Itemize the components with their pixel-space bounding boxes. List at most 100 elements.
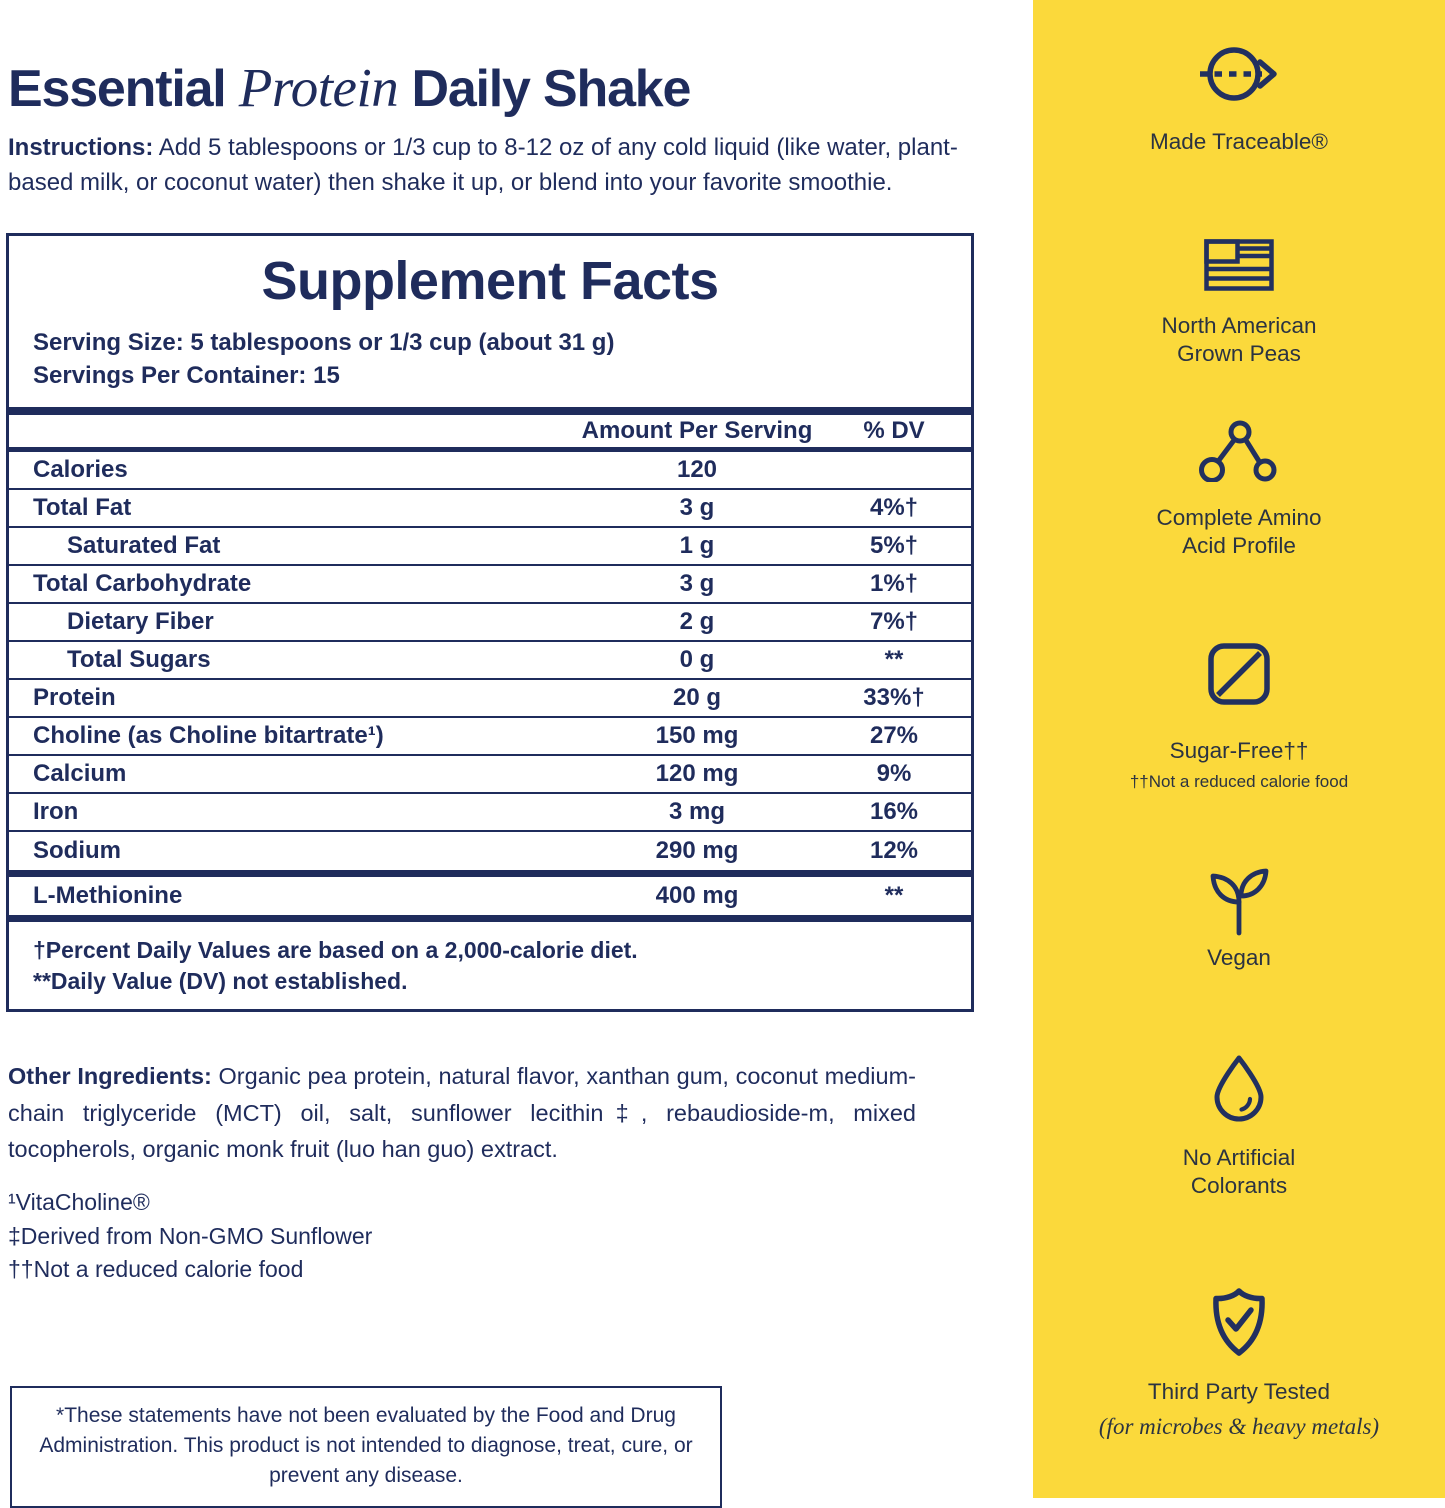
badge-amino-acid-profile: Complete Amino Acid Profile (1033, 420, 1445, 560)
instructions-paragraph: Instructions: Add 5 tablespoons or 1/3 c… (8, 130, 1008, 200)
table-row: Total Sugars 0 g ** (9, 642, 971, 680)
footnote-reduced-calorie: ††Not a reduced calorie food (8, 1256, 304, 1282)
table-row: Total Fat 3 g 4%† (9, 490, 971, 528)
column-header-amount: Amount Per Serving (581, 417, 813, 444)
serving-size-value: 5 tablespoons or 1/3 cup (about 31 g) (190, 329, 615, 356)
nutrient-name: Total Sugars (67, 646, 211, 673)
nutrient-dv: 7%† (869, 608, 919, 635)
title-part-daily-shake: Daily Shake (411, 60, 691, 118)
nutrient-amount: 120 (676, 456, 718, 483)
other-ingredients-label: Other Ingredients: (8, 1063, 212, 1089)
badge-no-artificial-colorants: No Artificial Colorants (1033, 1054, 1445, 1200)
column-header-dv: % DV (863, 417, 925, 444)
instructions-text: Add 5 tablespoons or 1/3 cup to 8-12 oz … (8, 134, 958, 196)
table-row: Sodium 290 mg 12% (9, 832, 971, 870)
table-footnotes: †Percent Daily Values are based on a 2,0… (9, 922, 971, 997)
nutrient-name: L-Methionine (33, 882, 183, 909)
nutrition-table: Amount Per Serving % DV Calories 120 Tot… (9, 415, 971, 922)
badge-third-party-tested: Third Party Tested (for microbes & heavy… (1033, 1286, 1445, 1440)
footnote-dv-basis: †Percent Daily Values are based on a 2,0… (33, 937, 638, 963)
servings-label: Servings Per Container: (33, 362, 307, 389)
sugar-free-icon (1208, 643, 1270, 705)
nutrient-name: Calcium (33, 760, 127, 787)
title-part-protein: Protein (238, 57, 399, 118)
other-ingredients-paragraph: Other Ingredients: Organic pea protein, … (8, 1058, 916, 1168)
badge-label: North American Grown Peas (1161, 313, 1317, 366)
nutrient-amount: 2 g (679, 608, 715, 635)
table-header-row: Amount Per Serving % DV (9, 415, 971, 452)
nutrient-amount: 400 mg (655, 882, 739, 909)
nutrient-dv: 4%† (869, 494, 919, 521)
table-row: Total Carbohydrate 3 g 1%† (9, 566, 971, 604)
badge-label: No Artificial Colorants (1182, 1145, 1296, 1198)
badge-north-american-peas: North American Grown Peas (1033, 238, 1445, 368)
table-divider-bar (9, 915, 971, 922)
table-row: Calcium 120 mg 9% (9, 756, 971, 794)
benefits-sidebar: Made Traceable® North American Grown Pea… (1033, 0, 1445, 1498)
sprout-icon (1210, 868, 1269, 936)
instructions-label: Instructions: (8, 134, 154, 161)
badge-vegan: Vegan (1033, 866, 1445, 972)
badge-subtitle: ††Not a reduced calorie food (1129, 772, 1349, 791)
badge-subtitle: (for microbes & heavy metals) (1098, 1414, 1380, 1439)
table-row: Dietary Fiber 2 g 7%† (9, 604, 971, 642)
flag-icon (1204, 239, 1274, 291)
nutrient-amount: 150 mg (655, 722, 739, 749)
nutrient-amount: 290 mg (655, 837, 739, 864)
nutrient-name: Choline (as Choline bitartrate¹) (33, 722, 384, 749)
footnote-sunflower: ‡Derived from Non-GMO Sunflower (8, 1222, 373, 1249)
traceable-icon (1200, 47, 1277, 101)
nutrient-name: Saturated Fat (67, 532, 221, 559)
table-row: Iron 3 mg 16% (9, 794, 971, 832)
nutrient-dv: ** (884, 882, 904, 909)
footnote-dv-not-established: **Daily Value (DV) not established. (33, 968, 408, 994)
page-title: Essential Protein Daily Shake (8, 56, 691, 119)
ingredient-footnotes: ¹VitaCholine® ‡Derived from Non-GMO Sunf… (8, 1186, 372, 1287)
shield-check-icon (1213, 1288, 1265, 1356)
nutrient-amount: 20 g (672, 684, 722, 711)
title-part-essential: Essential (8, 60, 227, 118)
nutrient-dv: 27% (869, 722, 919, 749)
badge-label: Sugar-Free†† (1169, 738, 1309, 763)
serving-size-line: Serving Size: 5 tablespoons or 1/3 cup (… (33, 326, 971, 359)
badge-label: Complete Amino Acid Profile (1156, 505, 1322, 558)
nutrient-dv: 12% (869, 837, 919, 864)
fda-disclaimer-text: *These statements have not been evaluate… (39, 1404, 693, 1487)
badge-label: Vegan (1207, 945, 1271, 970)
table-row: Calories 120 (9, 452, 971, 490)
droplet-icon (1214, 1055, 1264, 1122)
nutrient-name: Iron (33, 798, 79, 825)
serving-info: Serving Size: 5 tablespoons or 1/3 cup (… (33, 326, 971, 392)
nutrient-amount: 1 g (679, 532, 715, 559)
nutrient-dv: 5%† (869, 532, 919, 559)
nutrient-dv: 33%† (863, 684, 925, 711)
nutrient-amount: 3 g (679, 570, 715, 597)
servings-per-container-line: Servings Per Container: 15 (33, 359, 971, 392)
badge-made-traceable: Made Traceable® (1033, 44, 1445, 156)
nutrient-name: Calories (33, 456, 128, 483)
other-ingredients-text: Organic pea protein, natural flavor, xan… (8, 1063, 917, 1162)
nutrient-amount: 120 mg (655, 760, 739, 787)
nutrient-name: Dietary Fiber (67, 608, 214, 635)
badge-label: Made Traceable® (1150, 129, 1328, 154)
servings-value: 15 (313, 362, 340, 389)
fda-disclaimer-box: *These statements have not been evaluate… (10, 1386, 722, 1508)
molecule-icon (1199, 420, 1277, 482)
nutrient-name: Protein (33, 684, 116, 711)
badge-label: Third Party Tested (1147, 1379, 1331, 1404)
table-row: Saturated Fat 1 g 5%† (9, 528, 971, 566)
nutrient-name: Total Fat (33, 494, 132, 521)
serving-size-label: Serving Size: (33, 329, 184, 356)
nutrient-amount: 0 g (679, 646, 715, 673)
nutrient-dv: ** (884, 646, 904, 673)
nutrient-name: Total Carbohydrate (33, 570, 252, 597)
nutrient-dv: 9% (876, 760, 912, 787)
nutrient-name: Sodium (33, 837, 121, 864)
table-top-bar (9, 407, 971, 415)
nutrient-amount: 3 mg (668, 798, 725, 825)
nutrient-dv: 16% (869, 798, 919, 825)
table-divider-bar (9, 870, 971, 877)
label-panel: Essential Protein Daily Shake Instructio… (6, 56, 1008, 1508)
supplement-facts-title: Supplement Facts (261, 251, 719, 311)
nutrient-dv: 1%† (869, 570, 919, 597)
